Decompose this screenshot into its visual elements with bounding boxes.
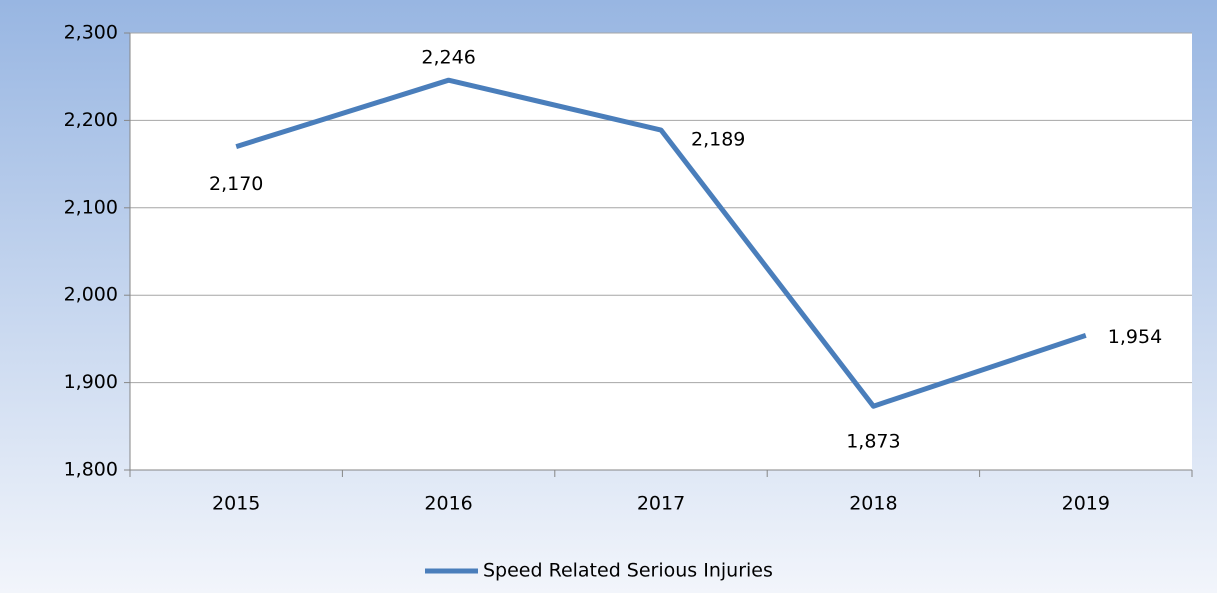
x-tick-label: 2018 (849, 493, 897, 515)
data-label: 2,246 (421, 47, 475, 69)
x-tick-label: 2016 (424, 493, 472, 515)
y-tick-label: 2,300 (64, 22, 118, 44)
y-tick-label: 1,900 (64, 371, 118, 393)
data-label: 1,954 (1108, 326, 1162, 348)
y-tick-label: 2,200 (64, 109, 118, 131)
y-tick-label: 2,100 (64, 196, 118, 218)
legend-label: Speed Related Serious Injuries (483, 560, 773, 582)
y-tick-label: 2,000 (64, 284, 118, 306)
x-tick-label: 2015 (212, 493, 260, 515)
x-tick-label: 2019 (1062, 493, 1110, 515)
series-line (235, 77, 1087, 409)
plot-area (130, 33, 1192, 470)
x-tick-label: 2017 (637, 493, 685, 515)
data-label: 2,170 (209, 173, 263, 195)
data-label: 1,873 (846, 431, 900, 453)
y-tick-label: 1,800 (64, 459, 118, 481)
data-label: 2,189 (691, 129, 745, 151)
